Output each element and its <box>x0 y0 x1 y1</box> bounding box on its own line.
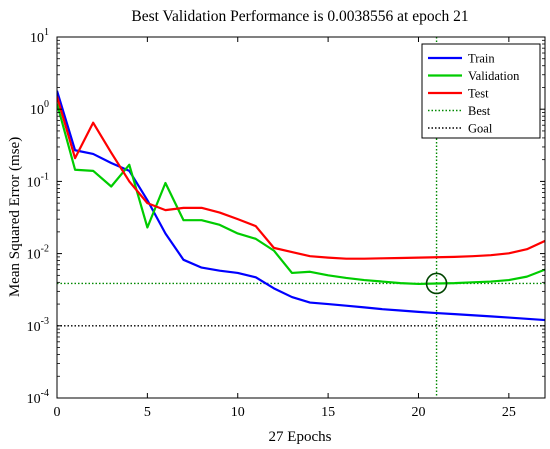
x-axis-title: 27 Epochs <box>269 429 332 445</box>
x-tick-label: 10 <box>231 405 245 420</box>
series-line-validation <box>57 103 545 286</box>
y-axis-title: Mean Squared Error (mse) <box>7 137 23 297</box>
legend-label-goal: Goal <box>468 122 493 136</box>
legend-box <box>421 43 541 139</box>
x-tick-label: 20 <box>411 405 425 420</box>
legend-label-train: Train <box>468 52 495 66</box>
y-tick-label: 100 <box>30 99 49 118</box>
y-tick-label: 10-3 <box>27 316 49 335</box>
x-tick-label: 5 <box>144 405 151 420</box>
x-tick-label: 15 <box>321 405 335 420</box>
legend-label-validation: Validation <box>468 69 520 83</box>
y-tick-label: 101 <box>30 27 49 46</box>
legend: Train Validation Test Best Goal <box>421 43 541 139</box>
series-line-test <box>57 96 545 260</box>
y-tick-label: 10-4 <box>27 388 49 407</box>
series-line-train <box>57 90 545 322</box>
plot-inner <box>57 37 545 398</box>
legend-label-best: Best <box>468 104 491 118</box>
y-tick-label: 10-1 <box>27 171 49 190</box>
x-tick-label: 0 <box>54 405 61 420</box>
axes-box <box>56 36 546 399</box>
legend-label-test: Test <box>468 87 489 101</box>
x-tick-label: 25 <box>502 405 516 420</box>
plot-area <box>57 37 545 398</box>
chart-title: Best Validation Performance is 0.0038556… <box>131 8 468 25</box>
axes: 0 5 10 15 20 25 101 100 10-1 10-2 10-3 10-4 <box>27 27 546 420</box>
y-tick-label: 10-2 <box>27 244 49 263</box>
best-marker <box>425 272 448 295</box>
